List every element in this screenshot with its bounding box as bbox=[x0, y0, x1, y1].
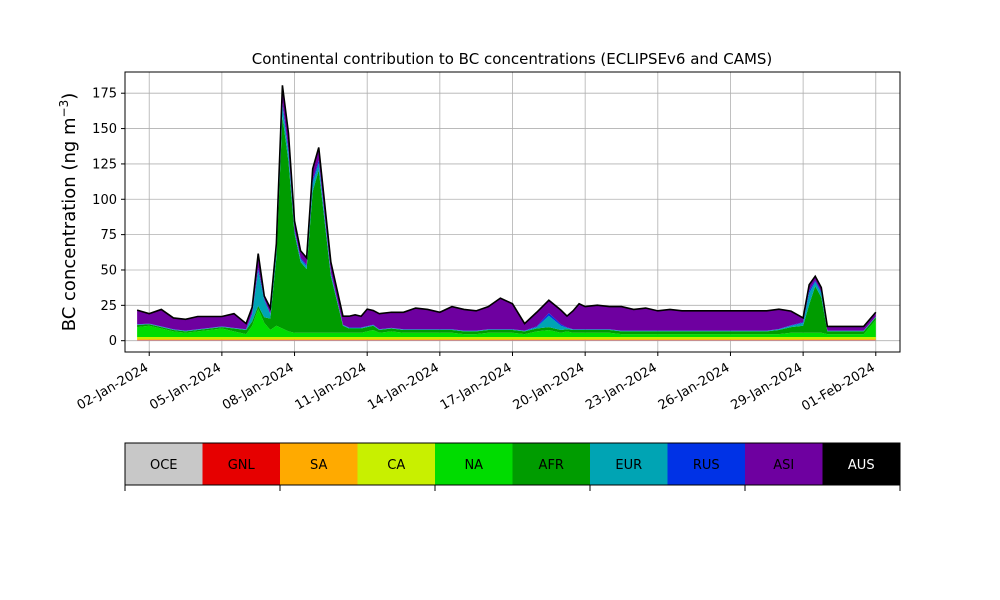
region-colorbar: OCE GNL SA CA NA AFR EUR RUS ASI AUS bbox=[124, 442, 901, 491]
x-tick-label: 23-Jan-2024 bbox=[583, 360, 660, 413]
area-series-afr bbox=[137, 116, 876, 335]
area-series-asi bbox=[137, 85, 876, 331]
colorbar-swatch-na bbox=[435, 443, 513, 485]
y-tick-label: 50 bbox=[100, 263, 117, 278]
x-tick-label: 02-Jan-2024 bbox=[75, 360, 152, 413]
x-tick-label: 05-Jan-2024 bbox=[147, 360, 224, 413]
y-tick-label: 0 bbox=[109, 334, 117, 349]
colorbar-swatch-afr bbox=[512, 443, 591, 485]
y-tick-label: 175 bbox=[92, 87, 117, 102]
colorbar-frame bbox=[124, 442, 901, 486]
colorbar-label-afr: AFR bbox=[539, 458, 564, 473]
stacked-areas bbox=[137, 85, 876, 341]
area-series-sa bbox=[137, 339, 876, 340]
area-series-rus bbox=[137, 102, 876, 331]
colorbar-swatch-aus bbox=[822, 443, 901, 485]
area-series-aus bbox=[137, 85, 876, 327]
y-axis-label-main: BC concentration (ng m bbox=[59, 117, 80, 331]
y-axis-label-close: ) bbox=[59, 93, 80, 100]
area-series-eur bbox=[137, 105, 876, 332]
x-tick-label: 14-Jan-2024 bbox=[365, 360, 442, 413]
colorbar-label-oce: OCE bbox=[150, 458, 178, 473]
y-axis: 0 25 50 75 100 125 150 175 bbox=[92, 87, 125, 349]
area-series-na bbox=[137, 308, 876, 338]
y-tick-label: 150 bbox=[92, 122, 117, 137]
x-axis: 02-Jan-202405-Jan-202408-Jan-202411-Jan-… bbox=[75, 352, 878, 414]
x-tick-label: 11-Jan-2024 bbox=[293, 360, 370, 413]
x-tick-label: 01-Feb-2024 bbox=[799, 360, 878, 414]
y-tick-label: 100 bbox=[92, 193, 117, 208]
colorbar-label-aus: AUS bbox=[848, 458, 875, 473]
y-axis-label: BC concentration (ng m−3) bbox=[57, 93, 80, 332]
total-outline bbox=[136, 85, 877, 328]
colorbar-swatch-eur bbox=[590, 443, 668, 485]
colorbar-label-asi: ASI bbox=[773, 458, 794, 473]
x-tick-label: 17-Jan-2024 bbox=[438, 360, 515, 413]
y-tick-label: 125 bbox=[92, 157, 117, 172]
x-tick-label: 08-Jan-2024 bbox=[220, 360, 297, 413]
colorbar-label-eur: EUR bbox=[615, 458, 642, 473]
area-series-ca bbox=[137, 337, 876, 340]
colorbar-label-gnl: GNL bbox=[228, 458, 256, 473]
x-tick-label: 26-Jan-2024 bbox=[656, 360, 733, 413]
y-tick-label: 25 bbox=[100, 299, 117, 314]
colorbar-swatch-gnl bbox=[202, 443, 281, 485]
x-tick-label: 29-Jan-2024 bbox=[729, 360, 806, 413]
colorbar-label-rus: RUS bbox=[693, 458, 720, 473]
colorbar-swatch-oce bbox=[125, 443, 203, 485]
colorbar-label-na: NA bbox=[464, 458, 483, 473]
colorbar-label-sa: SA bbox=[310, 458, 327, 473]
colorbar-swatch-sa bbox=[280, 443, 358, 485]
colorbar-swatch-rus bbox=[667, 443, 746, 485]
chart-title: Continental contribution to BC concentra… bbox=[252, 50, 773, 68]
colorbar-swatch-asi bbox=[745, 443, 823, 485]
x-tick-label: 20-Jan-2024 bbox=[511, 360, 588, 413]
colorbar-swatch-ca bbox=[357, 443, 436, 485]
y-tick-label: 75 bbox=[100, 228, 117, 243]
y-axis-label-exponent: −3 bbox=[57, 100, 71, 118]
colorbar-label-ca: CA bbox=[387, 458, 405, 473]
